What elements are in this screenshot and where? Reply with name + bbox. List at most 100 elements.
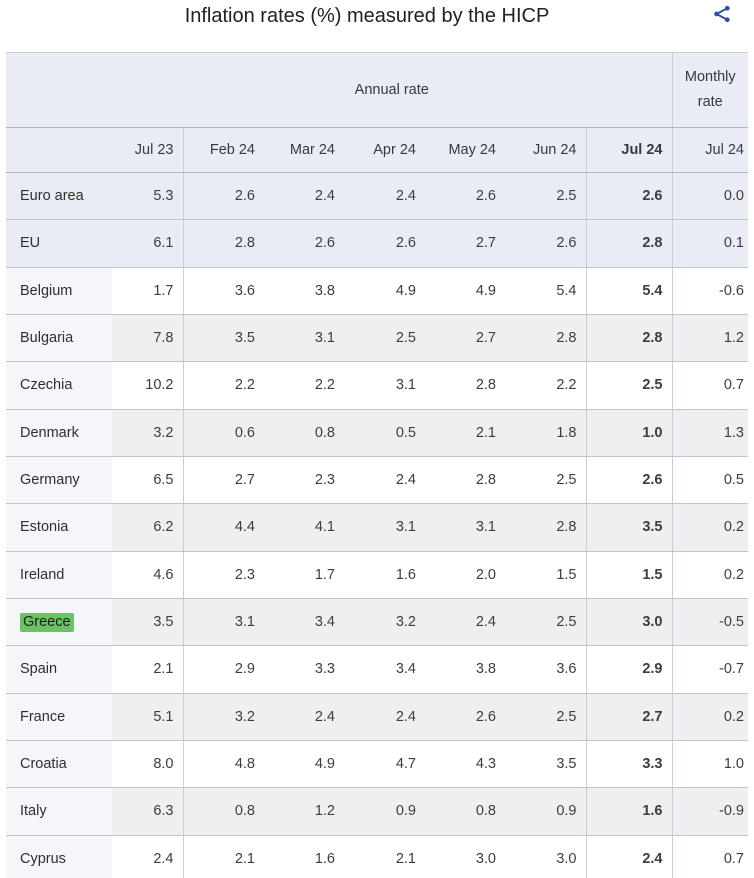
cell-euro-area-jul24-monthly: 0.0 — [671, 172, 748, 221]
corner-cell — [6, 127, 112, 173]
cell-ireland-mar24: 1.7 — [264, 551, 344, 599]
cell-italy-mar24: 1.2 — [264, 787, 344, 836]
cell-czechia-apr24: 3.1 — [344, 361, 425, 410]
cell-spain-may24: 3.8 — [425, 645, 505, 694]
group-header-row: Annual rate Monthly rate — [6, 52, 748, 128]
cell-denmark-feb24: 0.6 — [183, 409, 264, 457]
row-label-denmark[interactable]: Denmark — [6, 409, 112, 457]
table-row-croatia: Croatia 8.0 4.8 4.9 4.7 4.3 3.5 3.3 1.0 — [6, 740, 748, 789]
cell-denmark-jul24-annual: 1.0 — [585, 409, 672, 457]
cell-italy-jun24: 0.9 — [505, 787, 586, 836]
cell-euro-area-jun24: 2.5 — [505, 172, 586, 221]
cell-belgium-jun24: 5.4 — [505, 267, 586, 315]
cell-cyprus-jul24-monthly: 0.7 — [671, 835, 748, 878]
cell-ireland-feb24: 2.3 — [183, 551, 264, 599]
cell-spain-jul24-monthly: -0.7 — [671, 645, 748, 694]
cell-spain-jul23: 2.1 — [112, 645, 184, 694]
row-label-italy[interactable]: Italy — [6, 787, 112, 836]
row-label-spain[interactable]: Spain — [6, 645, 112, 694]
cell-belgium-apr24: 4.9 — [344, 267, 425, 315]
cell-bulgaria-apr24: 2.5 — [344, 314, 425, 363]
col-header-feb24: Feb 24 — [183, 127, 264, 173]
row-label-belgium[interactable]: Belgium — [6, 267, 112, 315]
cell-croatia-jun24: 3.5 — [505, 740, 586, 789]
cell-greece-jul24-annual: 3.0 — [585, 598, 672, 647]
col-header-may24: May 24 — [425, 127, 505, 173]
cell-eu-apr24: 2.6 — [344, 219, 425, 268]
cell-denmark-apr24: 0.5 — [344, 409, 425, 457]
corner-cell — [6, 52, 112, 128]
cell-bulgaria-jun24: 2.8 — [505, 314, 586, 363]
cell-greece-mar24: 3.4 — [264, 598, 344, 647]
cell-czechia-mar24: 2.2 — [264, 361, 344, 410]
table-row-bulgaria: Bulgaria 7.8 3.5 3.1 2.5 2.7 2.8 2.8 1.2 — [6, 314, 748, 363]
cell-eu-may24: 2.7 — [425, 219, 505, 268]
row-label-eu[interactable]: EU — [6, 219, 112, 268]
cell-eu-feb24: 2.8 — [183, 219, 264, 268]
cell-bulgaria-mar24: 3.1 — [264, 314, 344, 363]
table-row-ireland: Ireland 4.6 2.3 1.7 1.6 2.0 1.5 1.5 0.2 — [6, 551, 748, 599]
cell-spain-jul24-annual: 2.9 — [585, 645, 672, 694]
row-label-euro-area[interactable]: Euro area — [6, 172, 112, 221]
col-header-mar24: Mar 24 — [264, 127, 344, 173]
cell-belgium-may24: 4.9 — [425, 267, 505, 315]
row-label-ireland[interactable]: Ireland — [6, 551, 112, 599]
col-header-jul24-annual: Jul 24 — [585, 127, 672, 173]
cell-ireland-apr24: 1.6 — [344, 551, 425, 599]
cell-germany-may24: 2.8 — [425, 456, 505, 505]
share-icon[interactable] — [713, 5, 731, 23]
cell-ireland-jul24-monthly: 0.2 — [671, 551, 748, 599]
table-row-cyprus: Cyprus 2.4 2.1 1.6 2.1 3.0 3.0 2.4 0.7 — [6, 835, 748, 878]
table-row-spain: Spain 2.1 2.9 3.3 3.4 3.8 3.6 2.9 -0.7 — [6, 645, 748, 694]
cell-cyprus-may24: 3.0 — [425, 835, 505, 878]
cell-spain-jun24: 3.6 — [505, 645, 586, 694]
row-label-estonia[interactable]: Estonia — [6, 503, 112, 552]
cell-cyprus-mar24: 1.6 — [264, 835, 344, 878]
row-label-bulgaria[interactable]: Bulgaria — [6, 314, 112, 363]
cell-bulgaria-jul24-annual: 2.8 — [585, 314, 672, 363]
cell-cyprus-apr24: 2.1 — [344, 835, 425, 878]
cell-germany-jul23: 6.5 — [112, 456, 184, 505]
cell-euro-area-jul23: 5.3 — [112, 172, 184, 221]
cell-france-jul24-annual: 2.7 — [585, 693, 672, 741]
cell-estonia-jul24-monthly: 0.2 — [671, 503, 748, 552]
row-label-france[interactable]: France — [6, 693, 112, 741]
cell-ireland-jun24: 1.5 — [505, 551, 586, 599]
cell-croatia-apr24: 4.7 — [344, 740, 425, 789]
cell-greece-may24: 2.4 — [425, 598, 505, 647]
cell-czechia-jul24-annual: 2.5 — [585, 361, 672, 410]
cell-france-jun24: 2.5 — [505, 693, 586, 741]
cell-ireland-jul23: 4.6 — [112, 551, 184, 599]
cell-germany-jul24-annual: 2.6 — [585, 456, 672, 505]
row-label-germany[interactable]: Germany — [6, 456, 112, 505]
cell-spain-mar24: 3.3 — [264, 645, 344, 694]
cell-estonia-jul23: 6.2 — [112, 503, 184, 552]
cell-italy-feb24: 0.8 — [183, 787, 264, 836]
cell-eu-jul23: 6.1 — [112, 219, 184, 268]
cell-france-jul24-monthly: 0.2 — [671, 693, 748, 741]
row-label-czechia[interactable]: Czechia — [6, 361, 112, 410]
row-label-greece[interactable]: Greece — [6, 598, 112, 647]
cell-croatia-jul24-monthly: 1.0 — [671, 740, 748, 789]
cell-bulgaria-jul24-monthly: 1.2 — [671, 314, 748, 363]
cell-czechia-jul24-monthly: 0.7 — [671, 361, 748, 410]
cell-france-jul23: 5.1 — [112, 693, 184, 741]
cell-germany-feb24: 2.7 — [183, 456, 264, 505]
cell-euro-area-feb24: 2.6 — [183, 172, 264, 221]
cell-czechia-may24: 2.8 — [425, 361, 505, 410]
cell-estonia-mar24: 4.1 — [264, 503, 344, 552]
cell-bulgaria-feb24: 3.5 — [183, 314, 264, 363]
cell-estonia-jun24: 2.8 — [505, 503, 586, 552]
cell-belgium-feb24: 3.6 — [183, 267, 264, 315]
row-label-cyprus[interactable]: Cyprus — [6, 835, 112, 878]
row-label-croatia[interactable]: Croatia — [6, 740, 112, 789]
col-header-jul24-monthly: Jul 24 — [671, 127, 748, 173]
cell-denmark-may24: 2.1 — [425, 409, 505, 457]
title-bar: Inflation rates (%) measured by the HICP — [0, 0, 754, 52]
cell-eu-jul24-monthly: 0.1 — [671, 219, 748, 268]
cell-cyprus-jul23: 2.4 — [112, 835, 184, 878]
cell-italy-jul24-monthly: -0.9 — [671, 787, 748, 836]
cell-eu-jun24: 2.6 — [505, 219, 586, 268]
annual-rate-header: Annual rate — [112, 52, 672, 128]
